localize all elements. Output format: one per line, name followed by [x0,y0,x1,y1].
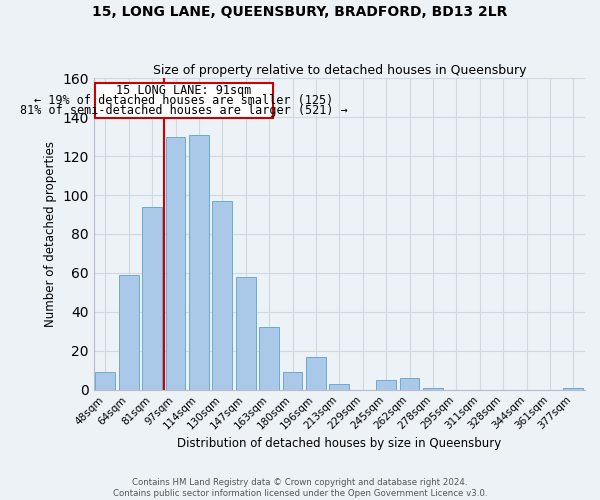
Bar [142,206,162,390]
Bar [166,136,185,390]
Bar [119,275,139,390]
Bar [376,380,396,390]
Bar [259,328,279,390]
Bar [423,388,443,390]
Text: ← 19% of detached houses are smaller (125): ← 19% of detached houses are smaller (12… [34,94,334,107]
Bar [95,372,115,390]
Bar [563,388,583,390]
Bar [212,201,232,390]
Bar [236,277,256,390]
Bar [400,378,419,390]
FancyBboxPatch shape [95,83,272,118]
Bar [306,356,326,390]
Y-axis label: Number of detached properties: Number of detached properties [44,141,57,327]
Bar [189,134,209,390]
Title: Size of property relative to detached houses in Queensbury: Size of property relative to detached ho… [152,64,526,77]
Text: 15 LONG LANE: 91sqm: 15 LONG LANE: 91sqm [116,84,251,97]
Text: Contains HM Land Registry data © Crown copyright and database right 2024.
Contai: Contains HM Land Registry data © Crown c… [113,478,487,498]
Text: 81% of semi-detached houses are larger (521) →: 81% of semi-detached houses are larger (… [20,104,347,117]
X-axis label: Distribution of detached houses by size in Queensbury: Distribution of detached houses by size … [177,437,502,450]
Bar [283,372,302,390]
Bar [329,384,349,390]
Text: 15, LONG LANE, QUEENSBURY, BRADFORD, BD13 2LR: 15, LONG LANE, QUEENSBURY, BRADFORD, BD1… [92,5,508,19]
